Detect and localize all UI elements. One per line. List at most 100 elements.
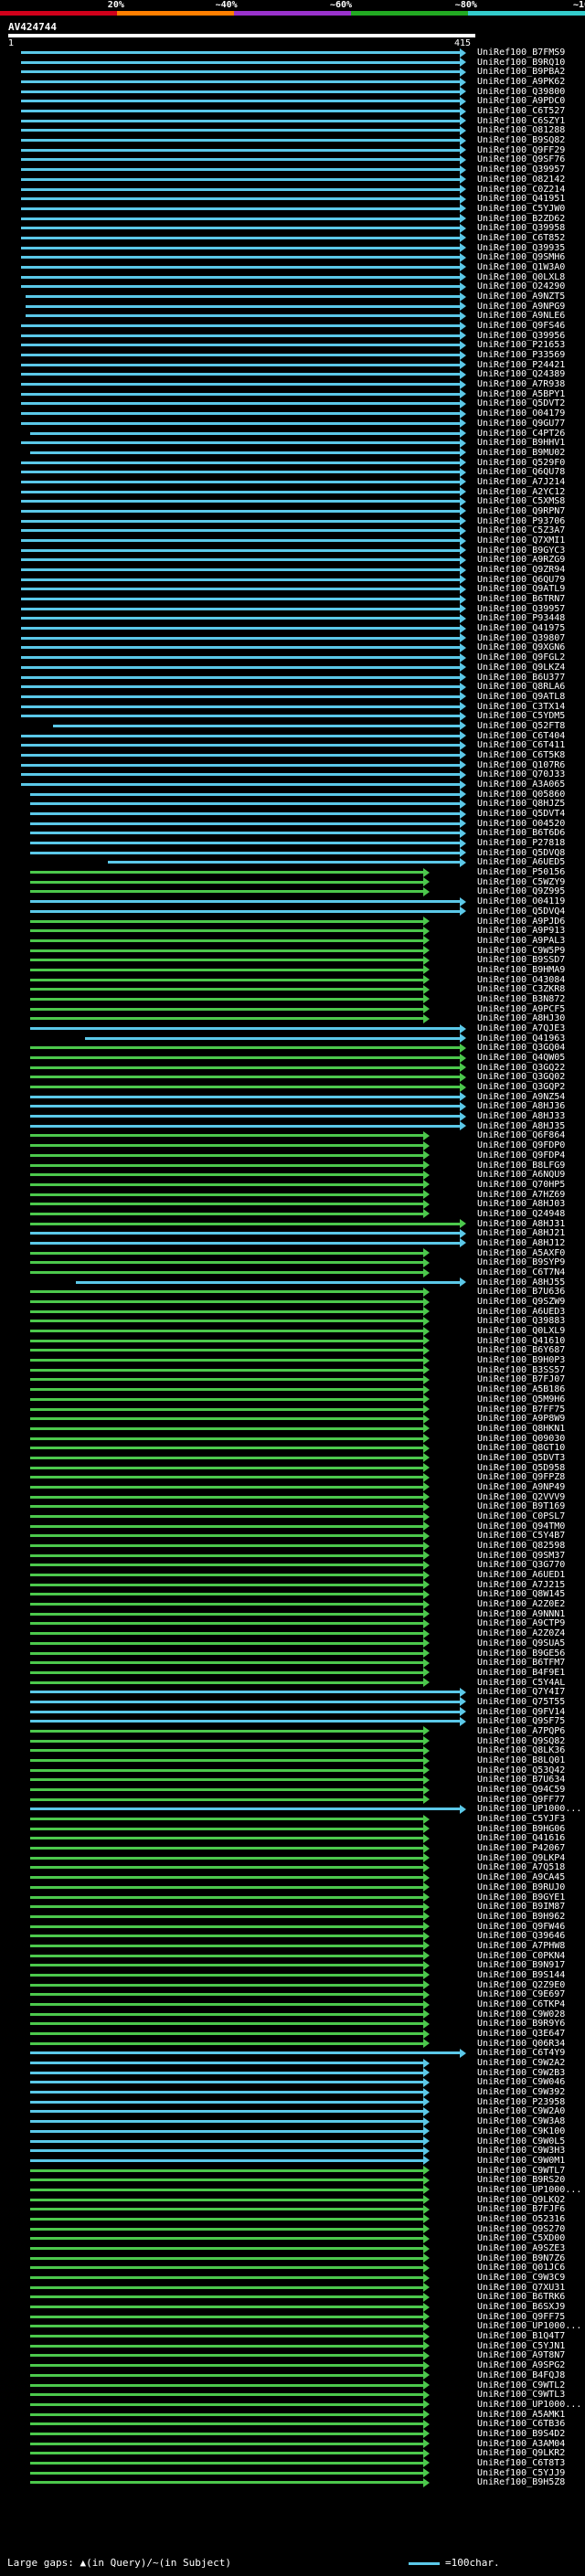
hit-link[interactable]: UniRef100_UP1000... xyxy=(477,1804,582,1815)
hit-link[interactable]: UniRef100_Q9FW46 xyxy=(477,1921,566,1932)
hit-link[interactable]: UniRef100_A2Z0E2 xyxy=(477,1599,566,1610)
hit-link[interactable]: UniRef100_A9P8W9 xyxy=(477,1414,566,1425)
hit-link[interactable]: UniRef100_A8HJ55 xyxy=(477,1277,566,1288)
hit-link[interactable]: UniRef100_B9H962 xyxy=(477,1911,566,1922)
hit-link[interactable]: UniRef100_B7FMS9 xyxy=(477,48,566,58)
hit-link[interactable]: UniRef100_C3ZKR8 xyxy=(477,984,566,995)
hit-link[interactable]: UniRef100_A5BPY1 xyxy=(477,388,566,399)
hit-link[interactable]: UniRef100_A9PAL3 xyxy=(477,935,566,946)
hit-link[interactable]: UniRef100_Q9SZW9 xyxy=(477,1297,566,1308)
hit-link[interactable]: UniRef100_Q3G770 xyxy=(477,1560,566,1571)
hit-link[interactable]: UniRef100_Q6QU78 xyxy=(477,467,566,478)
hit-link[interactable]: UniRef100_P93448 xyxy=(477,613,566,624)
hit-link[interactable]: UniRef100_B6TFM7 xyxy=(477,1658,566,1669)
hit-link[interactable]: UniRef100_A7J215 xyxy=(477,1579,566,1590)
hit-link[interactable]: UniRef100_Q01JC6 xyxy=(477,2263,566,2274)
hit-link[interactable]: UniRef100_Q9FF29 xyxy=(477,144,566,155)
hit-link[interactable]: UniRef100_B9SQ82 xyxy=(477,135,566,146)
hit-link[interactable]: UniRef100_Q70J33 xyxy=(477,769,566,780)
hit-link[interactable]: UniRef100_Q9FF77 xyxy=(477,1794,566,1805)
hit-link[interactable]: UniRef100_B9RS20 xyxy=(477,2175,566,2186)
hit-link[interactable]: UniRef100_P23958 xyxy=(477,2096,566,2107)
hit-link[interactable]: UniRef100_O43084 xyxy=(477,974,566,985)
hit-link[interactable]: UniRef100_A9NP49 xyxy=(477,1481,566,1492)
hit-link[interactable]: UniRef100_B3N872 xyxy=(477,993,566,1004)
hit-link[interactable]: UniRef100_C6T852 xyxy=(477,232,566,243)
hit-link[interactable]: UniRef100_Q94TM0 xyxy=(477,1521,566,1532)
hit-link[interactable]: UniRef100_Q9SUA5 xyxy=(477,1638,566,1648)
hit-link[interactable]: UniRef100_B9RUJ0 xyxy=(477,1882,566,1892)
hit-link[interactable]: UniRef100_C5WZY9 xyxy=(477,876,566,887)
hit-link[interactable]: UniRef100_B4F9E1 xyxy=(477,1667,566,1678)
hit-link[interactable]: UniRef100_Q9LKR2 xyxy=(477,2448,566,2459)
hit-link[interactable]: UniRef100_A6UED3 xyxy=(477,1306,566,1317)
hit-link[interactable]: UniRef100_C9W0M1 xyxy=(477,2155,566,2166)
hit-link[interactable]: UniRef100_Q09030 xyxy=(477,1433,566,1444)
hit-link[interactable]: UniRef100_A9T8N7 xyxy=(477,2350,566,2361)
hit-link[interactable]: UniRef100_Q0LXL8 xyxy=(477,271,566,282)
hit-link[interactable]: UniRef100_Q39800 xyxy=(477,86,566,97)
hit-link[interactable]: UniRef100_C6T7N4 xyxy=(477,1267,566,1277)
hit-link[interactable]: UniRef100_Q9SF76 xyxy=(477,154,566,165)
hit-link[interactable]: UniRef100_B8LQ01 xyxy=(477,1755,566,1765)
hit-link[interactable]: UniRef100_Q39958 xyxy=(477,223,566,234)
hit-link[interactable]: UniRef100_B9H5Z8 xyxy=(477,2477,566,2488)
hit-link[interactable]: UniRef100_B7U634 xyxy=(477,1775,566,1786)
hit-link[interactable]: UniRef100_A8HJ21 xyxy=(477,1228,566,1239)
hit-link[interactable]: UniRef100_B6TRN7 xyxy=(477,594,566,605)
hit-link[interactable]: UniRef100_C9W3H3 xyxy=(477,2146,566,2157)
hit-link[interactable]: UniRef100_A9NZ54 xyxy=(477,1091,566,1102)
hit-link[interactable]: UniRef100_C6TKP4 xyxy=(477,1999,566,2009)
hit-link[interactable]: UniRef100_B2ZD62 xyxy=(477,213,566,224)
hit-link[interactable]: UniRef100_C9W3C9 xyxy=(477,2273,566,2284)
hit-link[interactable]: UniRef100_Q9ATL8 xyxy=(477,691,566,702)
hit-link[interactable]: UniRef100_C9W2A2 xyxy=(477,2058,566,2069)
hit-link[interactable]: UniRef100_P33569 xyxy=(477,350,566,361)
hit-link[interactable]: UniRef100_A8HJ36 xyxy=(477,1101,566,1112)
hit-link[interactable]: UniRef100_C6T411 xyxy=(477,740,566,751)
hit-link[interactable]: UniRef100_Q5DVT2 xyxy=(477,398,566,409)
hit-link[interactable]: UniRef100_Q8HJZ5 xyxy=(477,799,566,810)
hit-link[interactable]: UniRef100_Q9FV14 xyxy=(477,1706,566,1717)
hit-link[interactable]: UniRef100_C5Y4AL xyxy=(477,1677,566,1688)
hit-link[interactable]: UniRef100_O04179 xyxy=(477,408,566,419)
hit-link[interactable]: UniRef100_Q1W3A0 xyxy=(477,261,566,272)
hit-link[interactable]: UniRef100_Q9RPN7 xyxy=(477,505,566,516)
hit-link[interactable]: UniRef100_Q9S270 xyxy=(477,2223,566,2234)
hit-link[interactable]: UniRef100_A3A065 xyxy=(477,779,566,790)
hit-link[interactable]: UniRef100_Q7XMI1 xyxy=(477,535,566,546)
hit-link[interactable]: UniRef100_A9NPG9 xyxy=(477,301,566,312)
hit-link[interactable]: UniRef100_B9SYP9 xyxy=(477,1257,566,1268)
hit-link[interactable]: UniRef100_Q39935 xyxy=(477,242,566,253)
hit-link[interactable]: UniRef100_B7FJF6 xyxy=(477,2204,566,2215)
hit-link[interactable]: UniRef100_C9W046 xyxy=(477,2077,566,2088)
hit-link[interactable]: UniRef100_A8HJ33 xyxy=(477,1111,566,1122)
hit-link[interactable]: UniRef100_Q9FDP0 xyxy=(477,1140,566,1151)
hit-link[interactable]: UniRef100_B9HMA9 xyxy=(477,964,566,975)
hit-link[interactable]: UniRef100_C6T4Y9 xyxy=(477,2048,566,2059)
hit-link[interactable]: UniRef100_Q5DVT3 xyxy=(477,1452,566,1463)
hit-link[interactable]: UniRef100_Q9SF75 xyxy=(477,1716,566,1727)
hit-link[interactable]: UniRef100_Q5M9H6 xyxy=(477,1394,566,1405)
hit-link[interactable]: UniRef100_B9IM87 xyxy=(477,1902,566,1913)
hit-link[interactable]: UniRef100_A9SZE3 xyxy=(477,2243,566,2253)
hit-link[interactable]: UniRef100_B7FF75 xyxy=(477,1404,566,1415)
hit-link[interactable]: UniRef100_C6SZY1 xyxy=(477,115,566,126)
hit-link[interactable]: UniRef100_B9RQ10 xyxy=(477,57,566,68)
hit-link[interactable]: UniRef100_B8LFG9 xyxy=(477,1160,566,1171)
hit-link[interactable]: UniRef100_A7R938 xyxy=(477,379,566,390)
hit-link[interactable]: UniRef100_B6T6D6 xyxy=(477,828,566,839)
hit-link[interactable]: UniRef100_Q9LKZ4 xyxy=(477,662,566,673)
hit-link[interactable]: UniRef100_Q7Y4I7 xyxy=(477,1687,566,1698)
hit-link[interactable]: UniRef100_A3AM04 xyxy=(477,2438,566,2449)
hit-link[interactable]: UniRef100_B7U636 xyxy=(477,1287,566,1298)
hit-link[interactable]: UniRef100_Q41951 xyxy=(477,194,566,205)
hit-link[interactable]: UniRef100_A7HZ69 xyxy=(477,1189,566,1200)
hit-link[interactable]: UniRef100_P24421 xyxy=(477,359,566,370)
hit-link[interactable]: UniRef100_Q05860 xyxy=(477,789,566,800)
hit-link[interactable]: UniRef100_Q3GQ04 xyxy=(477,1043,566,1054)
hit-link[interactable]: UniRef100_P27818 xyxy=(477,838,566,849)
hit-link[interactable]: UniRef100_Q4QW05 xyxy=(477,1053,566,1064)
hit-link[interactable]: UniRef100_Q8LK36 xyxy=(477,1745,566,1756)
hit-link[interactable]: UniRef100_O04520 xyxy=(477,818,566,829)
